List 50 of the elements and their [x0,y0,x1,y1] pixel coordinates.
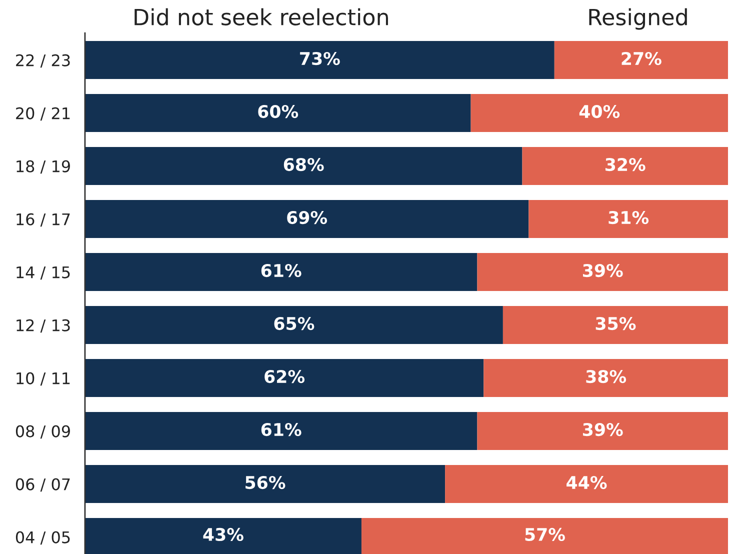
series-label: Resigned [589,8,687,30]
bar [84,200,529,238]
data-label: 35% [596,316,636,330]
y-tick-label: 14 / 15 [16,266,70,280]
data-label: 60% [258,104,298,118]
y-tick-label: 16 / 17 [16,213,70,227]
y-tick-label: 04 / 05 [16,531,70,545]
data-label: 57% [525,528,565,542]
bar [445,465,728,504]
data-label: 73% [300,52,340,66]
data-label: 38% [586,370,626,384]
data-label: 69% [287,210,328,224]
bar [84,147,522,186]
bar [84,359,484,398]
data-label: 62% [264,370,305,384]
y-tick-label: 08 / 09 [16,425,70,439]
data-label: 40% [579,104,620,118]
bar [477,412,728,450]
series-label: Did not seek reelection [134,8,388,26]
bar [554,41,728,80]
bar [84,412,478,450]
bar [84,306,503,344]
y-tick-label: 06 / 07 [16,478,70,492]
bar [470,94,728,132]
data-label: 61% [261,264,302,278]
data-label: 68% [284,158,324,172]
data-label: 27% [622,52,662,66]
data-label: 61% [261,422,302,436]
y-tick-label: 12 / 13 [16,319,70,333]
bar [484,359,728,398]
bar [502,306,728,344]
data-label: 39% [583,422,623,436]
bar [84,253,478,292]
data-label: 44% [566,476,607,490]
bar [84,94,471,132]
y-tick-label: 18 / 19 [16,160,70,174]
bar [522,147,728,186]
bar [84,41,554,80]
y-tick-label: 20 / 21 [16,107,70,121]
bar [84,465,446,504]
data-label: 56% [246,476,286,490]
bar [528,200,728,238]
y-tick-label: 10 / 11 [16,372,70,386]
data-label: 32% [606,158,646,172]
data-label: 39% [583,264,623,278]
data-label: 31% [608,210,649,224]
y-tick-label: 22 / 23 [16,54,70,68]
data-label: 43% [203,528,244,542]
data-label: 65% [274,316,314,330]
bar [477,253,728,292]
